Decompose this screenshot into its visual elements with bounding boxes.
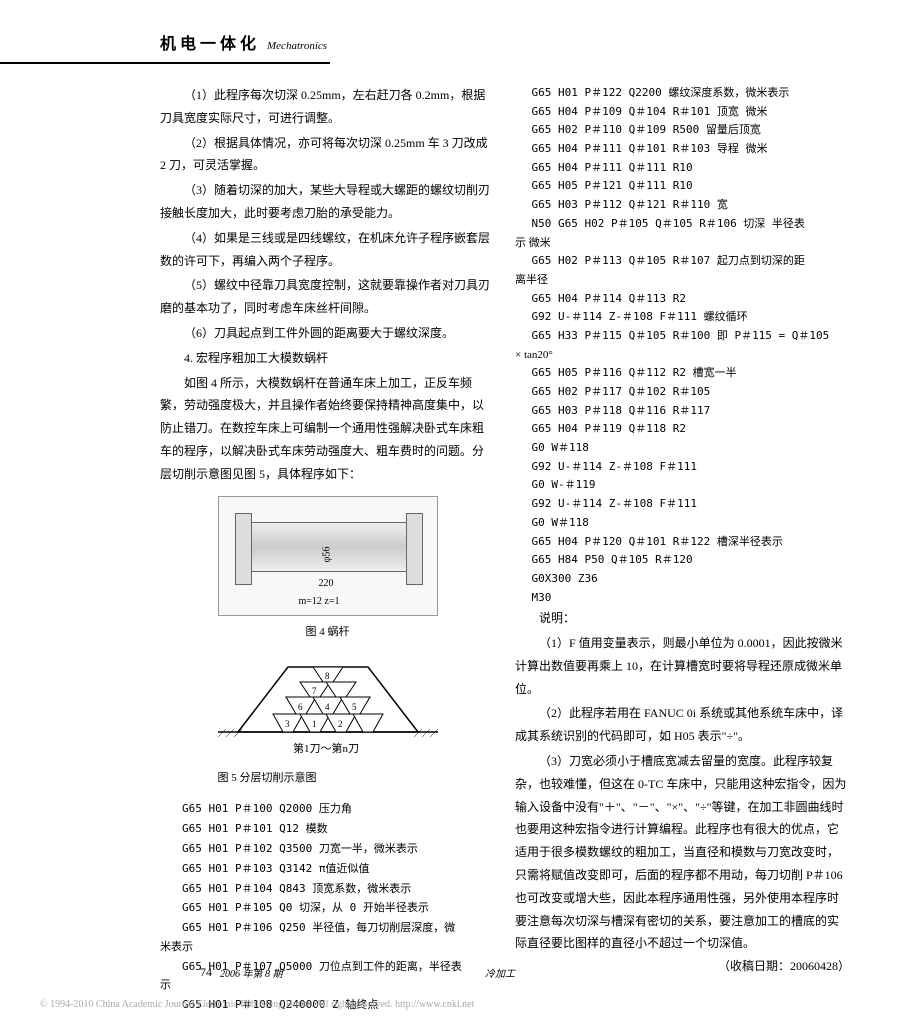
left-column: （1）此程序每次切深 0.25mm，左右赶刀各 0.2mm，根据刀具宽度实际尺寸… <box>160 84 495 1015</box>
cut-num-3: 3 <box>285 719 290 729</box>
header-title: 机电一体化 <box>160 36 260 53</box>
figure-5-svg: 8 7 6 4 5 3 1 2 第1刀～第n刀 <box>218 652 438 762</box>
figure-5: 8 7 6 4 5 3 1 2 第1刀～第n刀 图 5 分层切削示意图 <box>218 652 438 789</box>
code-r-10: G65 H04 P＃114 Q＃113 R2 <box>515 290 850 309</box>
code-l-7: G65 H01 P＃106 Q250 半径值，每刀切削层深度，微 <box>160 918 495 938</box>
explain-label: 说明： <box>515 607 850 630</box>
para-3: （3）随着切深的加大，某些大导程或大螺距的螺纹切削刃接触长度加大，此时要考虑刀胎… <box>160 179 495 225</box>
code-r-15: G65 H03 P＃118 Q＃116 R＃117 <box>515 402 850 421</box>
page-number: 74 <box>200 965 212 980</box>
code-r-7: G65 H03 P＃112 Q＃121 R＃110 宽 <box>515 196 850 215</box>
code-r-23: G65 H84 P50 Q＃105 R＃120 <box>515 551 850 570</box>
page-header: 机电一体化 Mechatronics <box>0 0 330 64</box>
code-l-3: G65 H01 P＃102 Q3500 刀宽一半，微米表示 <box>160 839 495 859</box>
copyright: © 1994-2010 China Academic Journal Elect… <box>40 999 880 1010</box>
code-r-6: G65 H05 P＃121 Q＃111 R10 <box>515 177 850 196</box>
figure-5-caption: 图 5 分层切削示意图 <box>218 768 438 789</box>
footer-issue-text: 2006 年第 8 期 <box>220 969 283 980</box>
para-8: 如图 4 所示，大模数蜗杆在普通车床上加工，正反车频繁，劳动强度极大，并且操作者… <box>160 372 495 486</box>
dim-220: 220 <box>319 574 334 593</box>
cut-num-8: 8 <box>325 671 330 681</box>
footer-center: 冷加工 <box>485 969 515 980</box>
code-r-2: G65 H04 P＃109 Q＃104 R＃101 顶宽 微米 <box>515 103 850 122</box>
code-r-9b: 离半径 <box>515 271 850 290</box>
code-r-22: G65 H04 P＃120 Q＃101 R＃122 槽深半径表示 <box>515 533 850 552</box>
code-r-18: G92 U-＃114 Z-＃108 F＃111 <box>515 458 850 477</box>
para-5: （5）螺纹中径靠刀具宽度控制，这就要靠操作者对刀具刃磨的基本功了，同时考虑车床丝… <box>160 274 495 320</box>
figure-4-drawing: φ56 220 m=12 z=1 <box>218 496 438 616</box>
code-l-1: G65 H01 P＃100 Q2000 压力角 <box>160 799 495 819</box>
cut-num-6: 6 <box>298 702 303 712</box>
code-l-4: G65 H01 P＃103 Q3142 π值近似值 <box>160 859 495 879</box>
code-l-5: G65 H01 P＃104 Q843 顶宽系数，微米表示 <box>160 879 495 899</box>
figure-4: φ56 220 m=12 z=1 图 4 蜗杆 <box>160 496 495 643</box>
code-r-24: G0X300 Z36 <box>515 570 850 589</box>
code-l-6: G65 H01 P＃105 Q0 切深，从 0 开始半径表示 <box>160 898 495 918</box>
cut-num-5: 5 <box>352 702 357 712</box>
para-7: 4. 宏程序粗加工大模数蜗杆 <box>160 347 495 370</box>
code-r-9: G65 H02 P＃113 Q＃105 R＃107 起刀点到切深的距 <box>515 252 850 271</box>
code-r-20: G92 U-＃114 Z-＃108 F＃111 <box>515 495 850 514</box>
code-r-16: G65 H04 P＃119 Q＃118 R2 <box>515 420 850 439</box>
code-r-19: G0 W-＃119 <box>515 476 850 495</box>
explain-1: （1）F 值用变量表示，则最小单位为 0.0001，因此按微米计算出数值要再乘上… <box>515 632 850 700</box>
right-column: G65 H01 P＃122 Q2200 螺纹深度系数，微米表示 G65 H04 … <box>515 84 850 1015</box>
dim-phi: φ56 <box>317 546 336 562</box>
cut-num-7: 7 <box>312 686 317 696</box>
code-r-8: N50 G65 H02 P＃105 Q＃105 R＃106 切深 半径表 <box>515 215 850 234</box>
figure-4-caption: 图 4 蜗杆 <box>160 622 495 643</box>
code-r-4: G65 H04 P＃111 Q＃101 R＃103 导程 微米 <box>515 140 850 159</box>
code-r-14: G65 H02 P＃117 Q＃102 R＃105 <box>515 383 850 402</box>
code-r-17: G0 W＃118 <box>515 439 850 458</box>
para-1: （1）此程序每次切深 0.25mm，左右赶刀各 0.2mm，根据刀具宽度实际尺寸… <box>160 84 495 130</box>
cut-num-4: 4 <box>325 702 330 712</box>
code-r-13: G65 H05 P＃116 Q＃112 R2 槽宽一半 <box>515 364 850 383</box>
header-subtitle: Mechatronics <box>267 40 327 52</box>
receipt-date: （收稿日期：20060428） <box>694 955 850 978</box>
code-r-8b: 示 微米 <box>515 234 850 253</box>
para-2: （2）根据具体情况，亦可将每次切深 0.25mm 车 3 刀改成 2 刀，可灵活… <box>160 132 495 178</box>
explain-3: （3）刀宽必须小于槽底宽减去留量的宽度。此程序较复杂，也较难懂，但这在 0-TC… <box>515 750 850 955</box>
footer-issue: 2006 年第 8 期 冷加工 <box>220 965 515 980</box>
cut-num-2: 2 <box>338 719 343 729</box>
code-r-12b: × tan20° <box>515 346 850 365</box>
content-area: （1）此程序每次切深 0.25mm，左右赶刀各 0.2mm，根据刀具宽度实际尺寸… <box>0 64 920 1015</box>
figure-5-label: 第1刀～第n刀 <box>293 741 359 755</box>
code-r-25: M30 <box>515 589 850 608</box>
dim-m: m=12 z=1 <box>299 592 340 611</box>
code-r-3: G65 H02 P＃110 Q＃109 R500 留量后顶宽 <box>515 121 850 140</box>
code-r-12: G65 H33 P＃115 Q＃105 R＃100 即 P＃115 = Q＃10… <box>515 327 850 346</box>
code-r-5: G65 H04 P＃111 Q＃111 R10 <box>515 159 850 178</box>
code-l-2: G65 H01 P＃101 Q12 模数 <box>160 819 495 839</box>
explain-2: （2）此程序若用在 FANUC 0i 系统或其他系统车床中，译成其系统识别的代码… <box>515 702 850 748</box>
cut-num-1: 1 <box>312 719 317 729</box>
code-r-21: G0 W＃118 <box>515 514 850 533</box>
para-6: （6）刀具起点到工件外圆的距离要大于螺纹深度。 <box>160 322 495 345</box>
para-4: （4）如果是三线或是四线螺纹，在机床允许子程序嵌套层数的许可下，再编入两个子程序… <box>160 227 495 273</box>
code-l-7b: 米表示 <box>160 938 495 957</box>
code-r-11: G92 U-＃114 Z-＃108 F＃111 螺纹循环 <box>515 308 850 327</box>
explain-3-text: （3）刀宽必须小于槽底宽减去留量的宽度。此程序较复杂，也较难懂，但这在 0-TC… <box>515 754 846 950</box>
code-r-1: G65 H01 P＃122 Q2200 螺纹深度系数，微米表示 <box>515 84 850 103</box>
